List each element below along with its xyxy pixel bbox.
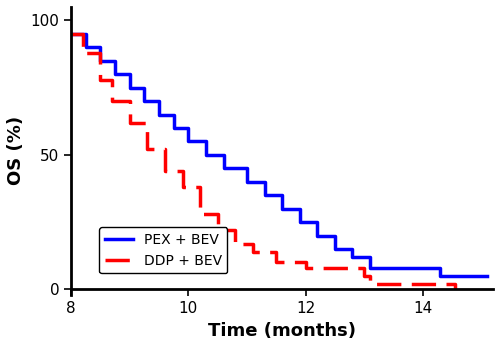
- PEX + BEV: [186, 139, 192, 144]
- PEX + BEV: [296, 220, 302, 224]
- DDP + BEV: [232, 242, 238, 246]
- PEX + BEV: [438, 266, 444, 270]
- PEX + BEV: [83, 45, 89, 49]
- PEX + BEV: [156, 99, 162, 103]
- DDP + BEV: [452, 287, 458, 291]
- PEX + BEV: [367, 255, 373, 259]
- DDP + BEV: [367, 282, 373, 286]
- DDP + BEV: [109, 99, 115, 103]
- PEX + BEV: [203, 153, 209, 157]
- Legend: PEX + BEV, DDP + BEV: PEX + BEV, DDP + BEV: [99, 227, 228, 273]
- PEX + BEV: [262, 180, 268, 184]
- PEX + BEV: [484, 274, 490, 278]
- PEX + BEV: [484, 274, 490, 278]
- DDP + BEV: [367, 274, 373, 278]
- PEX + BEV: [220, 153, 226, 157]
- PEX + BEV: [279, 193, 285, 197]
- PEX + BEV: [98, 45, 103, 49]
- PEX + BEV: [127, 86, 133, 90]
- DDP + BEV: [80, 51, 86, 55]
- PEX + BEV: [279, 206, 285, 211]
- DDP + BEV: [302, 266, 308, 270]
- DDP + BEV: [68, 32, 74, 36]
- PEX + BEV: [220, 166, 226, 170]
- X-axis label: Time (months): Time (months): [208, 322, 356, 340]
- DDP + BEV: [274, 260, 280, 264]
- PEX + BEV: [203, 139, 209, 144]
- DDP + BEV: [250, 242, 256, 246]
- PEX + BEV: [68, 32, 74, 36]
- PEX + BEV: [142, 86, 148, 90]
- PEX + BEV: [112, 59, 118, 63]
- PEX + BEV: [455, 274, 461, 278]
- PEX + BEV: [156, 112, 162, 117]
- DDP + BEV: [127, 120, 133, 125]
- Line: DDP + BEV: DDP + BEV: [71, 34, 455, 289]
- PEX + BEV: [244, 166, 250, 170]
- DDP + BEV: [180, 169, 186, 173]
- Y-axis label: OS (%): OS (%): [7, 116, 25, 185]
- DDP + BEV: [197, 212, 203, 216]
- PEX + BEV: [170, 112, 176, 117]
- PEX + BEV: [170, 126, 176, 130]
- DDP + BEV: [250, 249, 256, 254]
- DDP + BEV: [180, 185, 186, 189]
- PEX + BEV: [98, 59, 103, 63]
- DDP + BEV: [162, 147, 168, 152]
- PEX + BEV: [186, 126, 192, 130]
- DDP + BEV: [162, 169, 168, 173]
- PEX + BEV: [296, 206, 302, 211]
- PEX + BEV: [350, 255, 356, 259]
- PEX + BEV: [244, 180, 250, 184]
- DDP + BEV: [452, 282, 458, 286]
- DDP + BEV: [98, 51, 103, 55]
- DDP + BEV: [361, 266, 367, 270]
- PEX + BEV: [83, 32, 89, 36]
- PEX + BEV: [112, 72, 118, 76]
- PEX + BEV: [455, 274, 461, 278]
- DDP + BEV: [214, 212, 220, 216]
- PEX + BEV: [438, 274, 444, 278]
- DDP + BEV: [109, 77, 115, 82]
- DDP + BEV: [232, 228, 238, 232]
- PEX + BEV: [367, 266, 373, 270]
- DDP + BEV: [80, 32, 86, 36]
- PEX + BEV: [332, 234, 338, 238]
- DDP + BEV: [214, 228, 220, 232]
- PEX + BEV: [127, 72, 133, 76]
- PEX + BEV: [142, 99, 148, 103]
- Line: PEX + BEV: PEX + BEV: [71, 34, 487, 276]
- PEX + BEV: [262, 193, 268, 197]
- PEX + BEV: [350, 247, 356, 251]
- PEX + BEV: [332, 247, 338, 251]
- DDP + BEV: [361, 274, 367, 278]
- DDP + BEV: [144, 147, 150, 152]
- DDP + BEV: [332, 266, 338, 270]
- DDP + BEV: [302, 260, 308, 264]
- DDP + BEV: [332, 266, 338, 270]
- DDP + BEV: [127, 99, 133, 103]
- DDP + BEV: [98, 77, 103, 82]
- DDP + BEV: [144, 120, 150, 125]
- DDP + BEV: [197, 185, 203, 189]
- DDP + BEV: [274, 249, 280, 254]
- PEX + BEV: [314, 220, 320, 224]
- PEX + BEV: [314, 234, 320, 238]
